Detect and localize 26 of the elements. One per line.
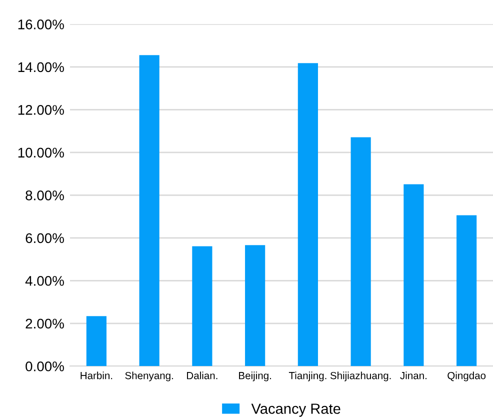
y-tick-label: 14.00% — [18, 62, 64, 72]
x-tick-label: Dalian. — [187, 372, 218, 380]
x-tick-label: Tianjing. — [288, 372, 326, 382]
bar — [298, 63, 318, 366]
legend-label: Vacancy Rate — [251, 404, 340, 417]
y-tick-label: 8.00% — [26, 190, 64, 200]
x-tick-label: Shijiazhuang. — [330, 372, 391, 382]
y-tick-label: 16.00% — [18, 20, 64, 30]
y-tick-label: 0.00% — [26, 361, 64, 372]
bar — [245, 245, 266, 366]
y-tick-label: 10.00% — [18, 148, 64, 158]
x-tick-label: Beijing. — [239, 372, 271, 382]
bar — [456, 215, 477, 366]
y-tick-label: 12.00% — [18, 105, 64, 115]
bar — [139, 55, 160, 366]
y-tick-label: 6.00% — [26, 233, 64, 244]
bar — [192, 246, 212, 366]
x-tick-label: Shenyang. — [125, 372, 173, 382]
y-tick-label: 2.00% — [26, 318, 64, 329]
bar — [350, 137, 371, 366]
x-tick-label: Qingdao — [448, 372, 486, 382]
bar — [86, 316, 106, 366]
x-tick-label: Jinan. — [400, 372, 426, 380]
x-tick-label: Harbin. — [80, 372, 112, 380]
y-tick-label: 4.00% — [25, 276, 64, 286]
bar — [404, 184, 424, 366]
